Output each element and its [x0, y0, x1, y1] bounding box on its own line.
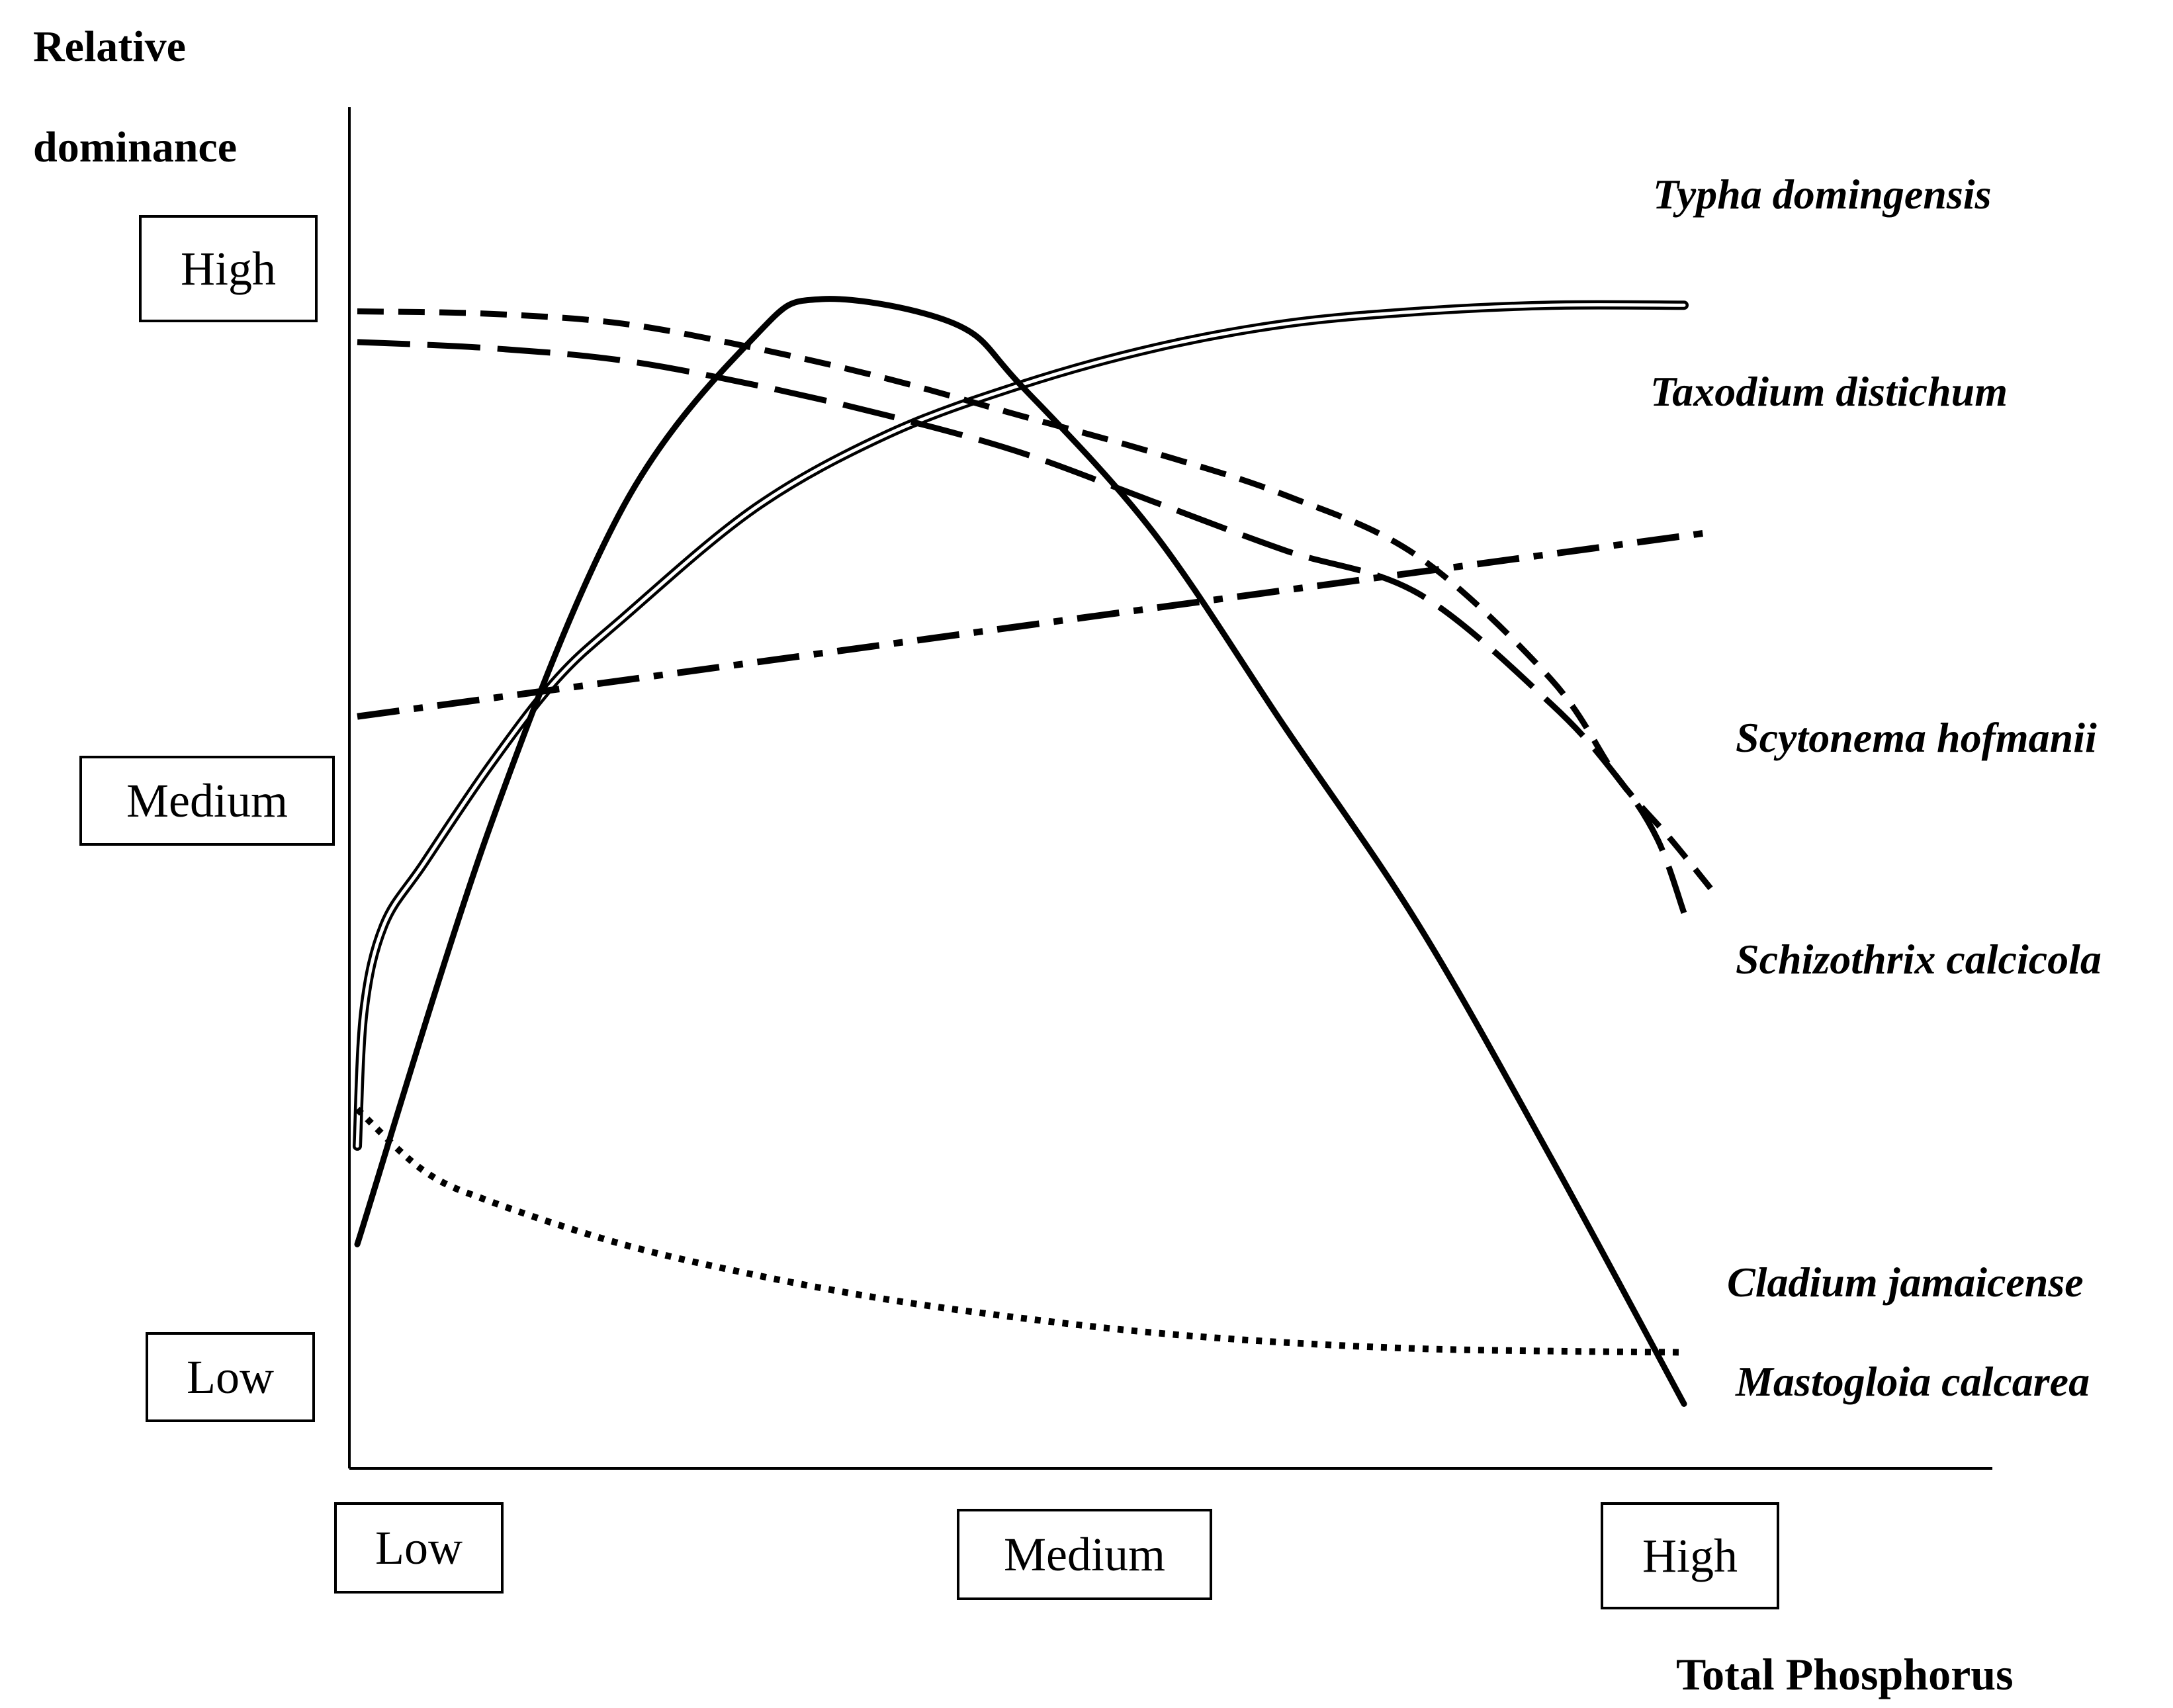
y-axis-label-line-1: Relative — [33, 22, 186, 71]
label-cladium-jamaicense: Cladium jamaicense — [1727, 1259, 2084, 1306]
series-line-scytonema-hofmanii — [357, 308, 1713, 891]
label-taxodium-distichum: Taxodium distichum — [1650, 368, 2008, 415]
label-typha-domingensis: Typha domingensis — [1653, 171, 1992, 218]
series-line-cladium-jamaicense — [354, 296, 1687, 1407]
y-axis-label-line-2: dominance — [33, 123, 238, 171]
x-tick-low: Low — [334, 1502, 504, 1594]
series-line-typha-domingensis-inner — [355, 303, 1686, 1148]
x-tick-high: High — [1601, 1502, 1779, 1609]
y-tick-low: Low — [146, 1332, 315, 1422]
series-line-mastogloia-calcarea — [355, 1106, 1685, 1356]
series-line-taxodium-distichum — [357, 529, 1711, 720]
y-tick-high: High — [139, 215, 318, 322]
series-layer — [353, 296, 1713, 1407]
x-axis-label: Total Phosphorus — [1676, 1649, 2014, 1699]
series-line-schizothrix-calcicola — [357, 339, 1687, 914]
label-schizothrix-calcicola: Schizothrix calcicola — [1736, 936, 2102, 983]
label-mastogloia-calcarea: Mastogloia calcarea — [1736, 1358, 2090, 1405]
x-tick-medium: Medium — [957, 1509, 1212, 1600]
y-tick-medium: Medium — [79, 756, 335, 846]
series-line-typha-domingensis — [353, 300, 1689, 1151]
label-scytonema-hofmanii: Scytonema hofmanii — [1736, 714, 2097, 761]
